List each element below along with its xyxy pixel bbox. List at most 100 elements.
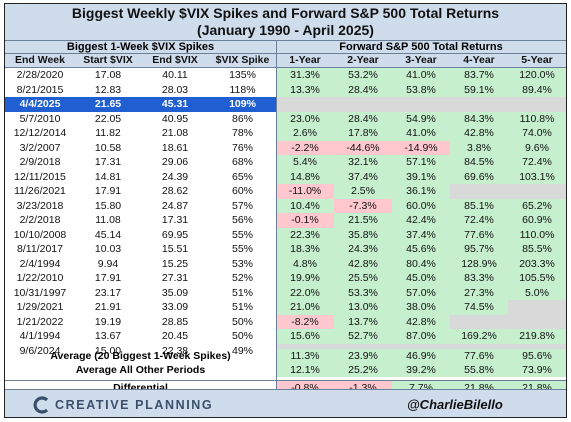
return-cell: 60.9% xyxy=(508,213,566,228)
return-cell: 105.5% xyxy=(508,271,566,286)
end-vix-cell: 69.95 xyxy=(161,228,189,241)
table-row: 1/22/2010 17.91 27.31 52% 19.9% 25.5% 45.0% 83.… xyxy=(5,271,566,286)
column-header-row: End Week Start $VIX End $VIX $VIX Spike 1-Ye… xyxy=(5,54,566,68)
return-cell: 85.5% xyxy=(508,242,566,257)
return-cell: 203.3% xyxy=(508,256,566,271)
return-cell: 13.3% xyxy=(276,82,334,97)
return-cell: 89.4% xyxy=(508,82,566,97)
summary-label: Average All Other Periods xyxy=(75,364,206,376)
end-vix-cell: 40.95 xyxy=(161,112,189,125)
end-vix-cell: 21.08 xyxy=(161,127,189,139)
return-cell: 13.7% xyxy=(334,314,392,329)
return-cell: 22.3% xyxy=(276,227,334,242)
return-cell: 72.4% xyxy=(508,155,566,170)
summary-return-cell: 23.9% xyxy=(334,349,392,363)
return-cell: 17.8% xyxy=(334,126,392,141)
table-row: 12/11/2015 14.81 24.39 65% 14.8% 37.4% 39.1% 69… xyxy=(5,169,566,184)
table-row: 10/10/2008 45.14 69.95 55% 22.3% 35.8% 37.4% 77… xyxy=(5,227,566,242)
return-cell: 42.8% xyxy=(450,126,508,141)
return-cell: 10.4% xyxy=(276,198,334,213)
table-row: 10/31/1997 23.17 35.09 51% 22.0% 53.3% 57.0% 27… xyxy=(5,285,566,300)
vix-spike-cell: 57% xyxy=(231,199,253,212)
return-cell xyxy=(334,97,392,112)
table-row: 2/4/1994 9.94 15.25 53% 4.8% 42.8% 80.4% 128.9%… xyxy=(5,256,566,271)
return-cell: 37.4% xyxy=(392,227,450,242)
vix-spike-cell: 118% xyxy=(229,83,256,96)
end-vix-cell: 18.61 xyxy=(161,141,189,154)
return-cell: 53.2% xyxy=(334,68,392,83)
start-vix-cell: 22.05 xyxy=(94,112,122,125)
vix-spike-cell: 109% xyxy=(229,98,256,110)
return-cell: 65.2% xyxy=(508,198,566,213)
vix-spike-cell: 78% xyxy=(231,127,253,139)
return-cell xyxy=(508,97,566,112)
table-frame: Biggest Weekly $VIX Spikes and Forward S… xyxy=(4,3,567,418)
return-cell: 53.3% xyxy=(334,285,392,300)
end-vix-cell: 33.09 xyxy=(161,301,189,313)
vix-spike-cell: 55% xyxy=(231,243,253,255)
return-cell: -7.3% xyxy=(334,198,392,213)
footer: CREATIVE PLANNING @CharlieBilello xyxy=(5,389,566,417)
start-vix-cell: 15.00 xyxy=(94,344,122,357)
summary-return-cell: 12.1% xyxy=(276,363,334,377)
table-row: 4/4/2025 21.65 45.31 109% xyxy=(5,97,566,112)
return-cell: 39.1% xyxy=(392,169,450,184)
summary-return-cell: 46.9% xyxy=(392,349,450,363)
return-cell: 83.3% xyxy=(450,271,508,286)
start-vix-cell: 11.82 xyxy=(95,127,121,139)
column-header: Start $VIX xyxy=(83,54,133,66)
summary-return-cell: 39.2% xyxy=(392,363,450,377)
return-cell: 83.7% xyxy=(450,68,508,83)
return-cell: 36.1% xyxy=(392,184,450,199)
data-rows: 2/28/2020 17.08 40.11 135% 31.3% 53.2% 41.0% 83… xyxy=(5,68,566,358)
return-cell: 45.0% xyxy=(392,271,450,286)
logo-text: CREATIVE PLANNING xyxy=(55,398,214,412)
table-row: 1/29/2021 21.91 33.09 51% 21.0% 13.0% 38.0% 74.… xyxy=(5,300,566,315)
return-cell: 53.8% xyxy=(392,82,450,97)
return-cell: 74.5% xyxy=(450,300,508,315)
return-cell xyxy=(450,184,508,199)
start-vix-cell: 17.08 xyxy=(94,69,122,81)
vix-spike-cell: 53% xyxy=(231,257,253,270)
return-cell: 52.7% xyxy=(334,329,392,344)
table-row: 8/21/2015 12.83 28.03 118% 13.3% 28.4% 53.8% 59… xyxy=(5,82,566,97)
return-cell xyxy=(508,300,566,315)
start-vix-cell: 15.80 xyxy=(94,199,122,212)
return-cell: 95.7% xyxy=(450,242,508,257)
end-week-cell: 2/28/2020 xyxy=(16,69,64,81)
end-vix-cell: 28.85 xyxy=(161,315,189,328)
return-cell: 84.3% xyxy=(450,111,508,126)
return-cell: 2.5% xyxy=(334,184,392,199)
start-vix-cell: 19.19 xyxy=(94,315,122,328)
return-cell: 21.5% xyxy=(334,213,392,228)
end-week-cell: 10/31/1997 xyxy=(13,286,67,299)
return-cell: 32.1% xyxy=(334,155,392,170)
vix-spike-cell: 55% xyxy=(231,228,253,241)
group-divider xyxy=(276,40,277,389)
end-vix-cell: 15.25 xyxy=(161,257,189,270)
start-vix-cell: 45.14 xyxy=(94,228,122,241)
return-cell: 59.1% xyxy=(450,82,508,97)
end-week-cell: 11/26/2021 xyxy=(14,185,66,197)
page-subtitle: (January 1990 - April 2025) xyxy=(197,22,374,38)
return-cell: 3.8% xyxy=(450,140,508,155)
column-header: End Week xyxy=(15,54,65,66)
author-handle: @CharlieBilello xyxy=(407,397,503,412)
table-row: 12/12/2014 11.82 21.08 78% 2.6% 17.8% 41.0% 42.… xyxy=(5,126,566,141)
end-week-cell: 2/9/2018 xyxy=(19,156,61,168)
return-cell: 128.9% xyxy=(450,256,508,271)
table-row: 11/26/2021 17.91 28.62 60% -11.0% 2.5% 36.1% xyxy=(5,184,566,199)
return-cell xyxy=(450,314,508,329)
column-header: 3-Year xyxy=(405,54,437,66)
vix-spike-cell: 52% xyxy=(231,272,253,284)
return-cell: 110.8% xyxy=(508,111,566,126)
end-vix-cell: 27.31 xyxy=(161,272,189,284)
vix-spike-cell: 65% xyxy=(231,170,253,183)
table-row: 3/23/2018 15.80 24.87 57% 10.4% -7.3% 60.0% 85.… xyxy=(5,198,566,213)
return-cell: 35.8% xyxy=(334,227,392,242)
return-cell: 18.3% xyxy=(276,242,334,257)
return-cell: 85.1% xyxy=(450,198,508,213)
vix-spike-cell: 50% xyxy=(231,315,253,328)
end-vix-cell: 17.31 xyxy=(161,214,189,226)
summary-label: Average (20 Biggest 1-Week Spikes) xyxy=(50,350,231,362)
